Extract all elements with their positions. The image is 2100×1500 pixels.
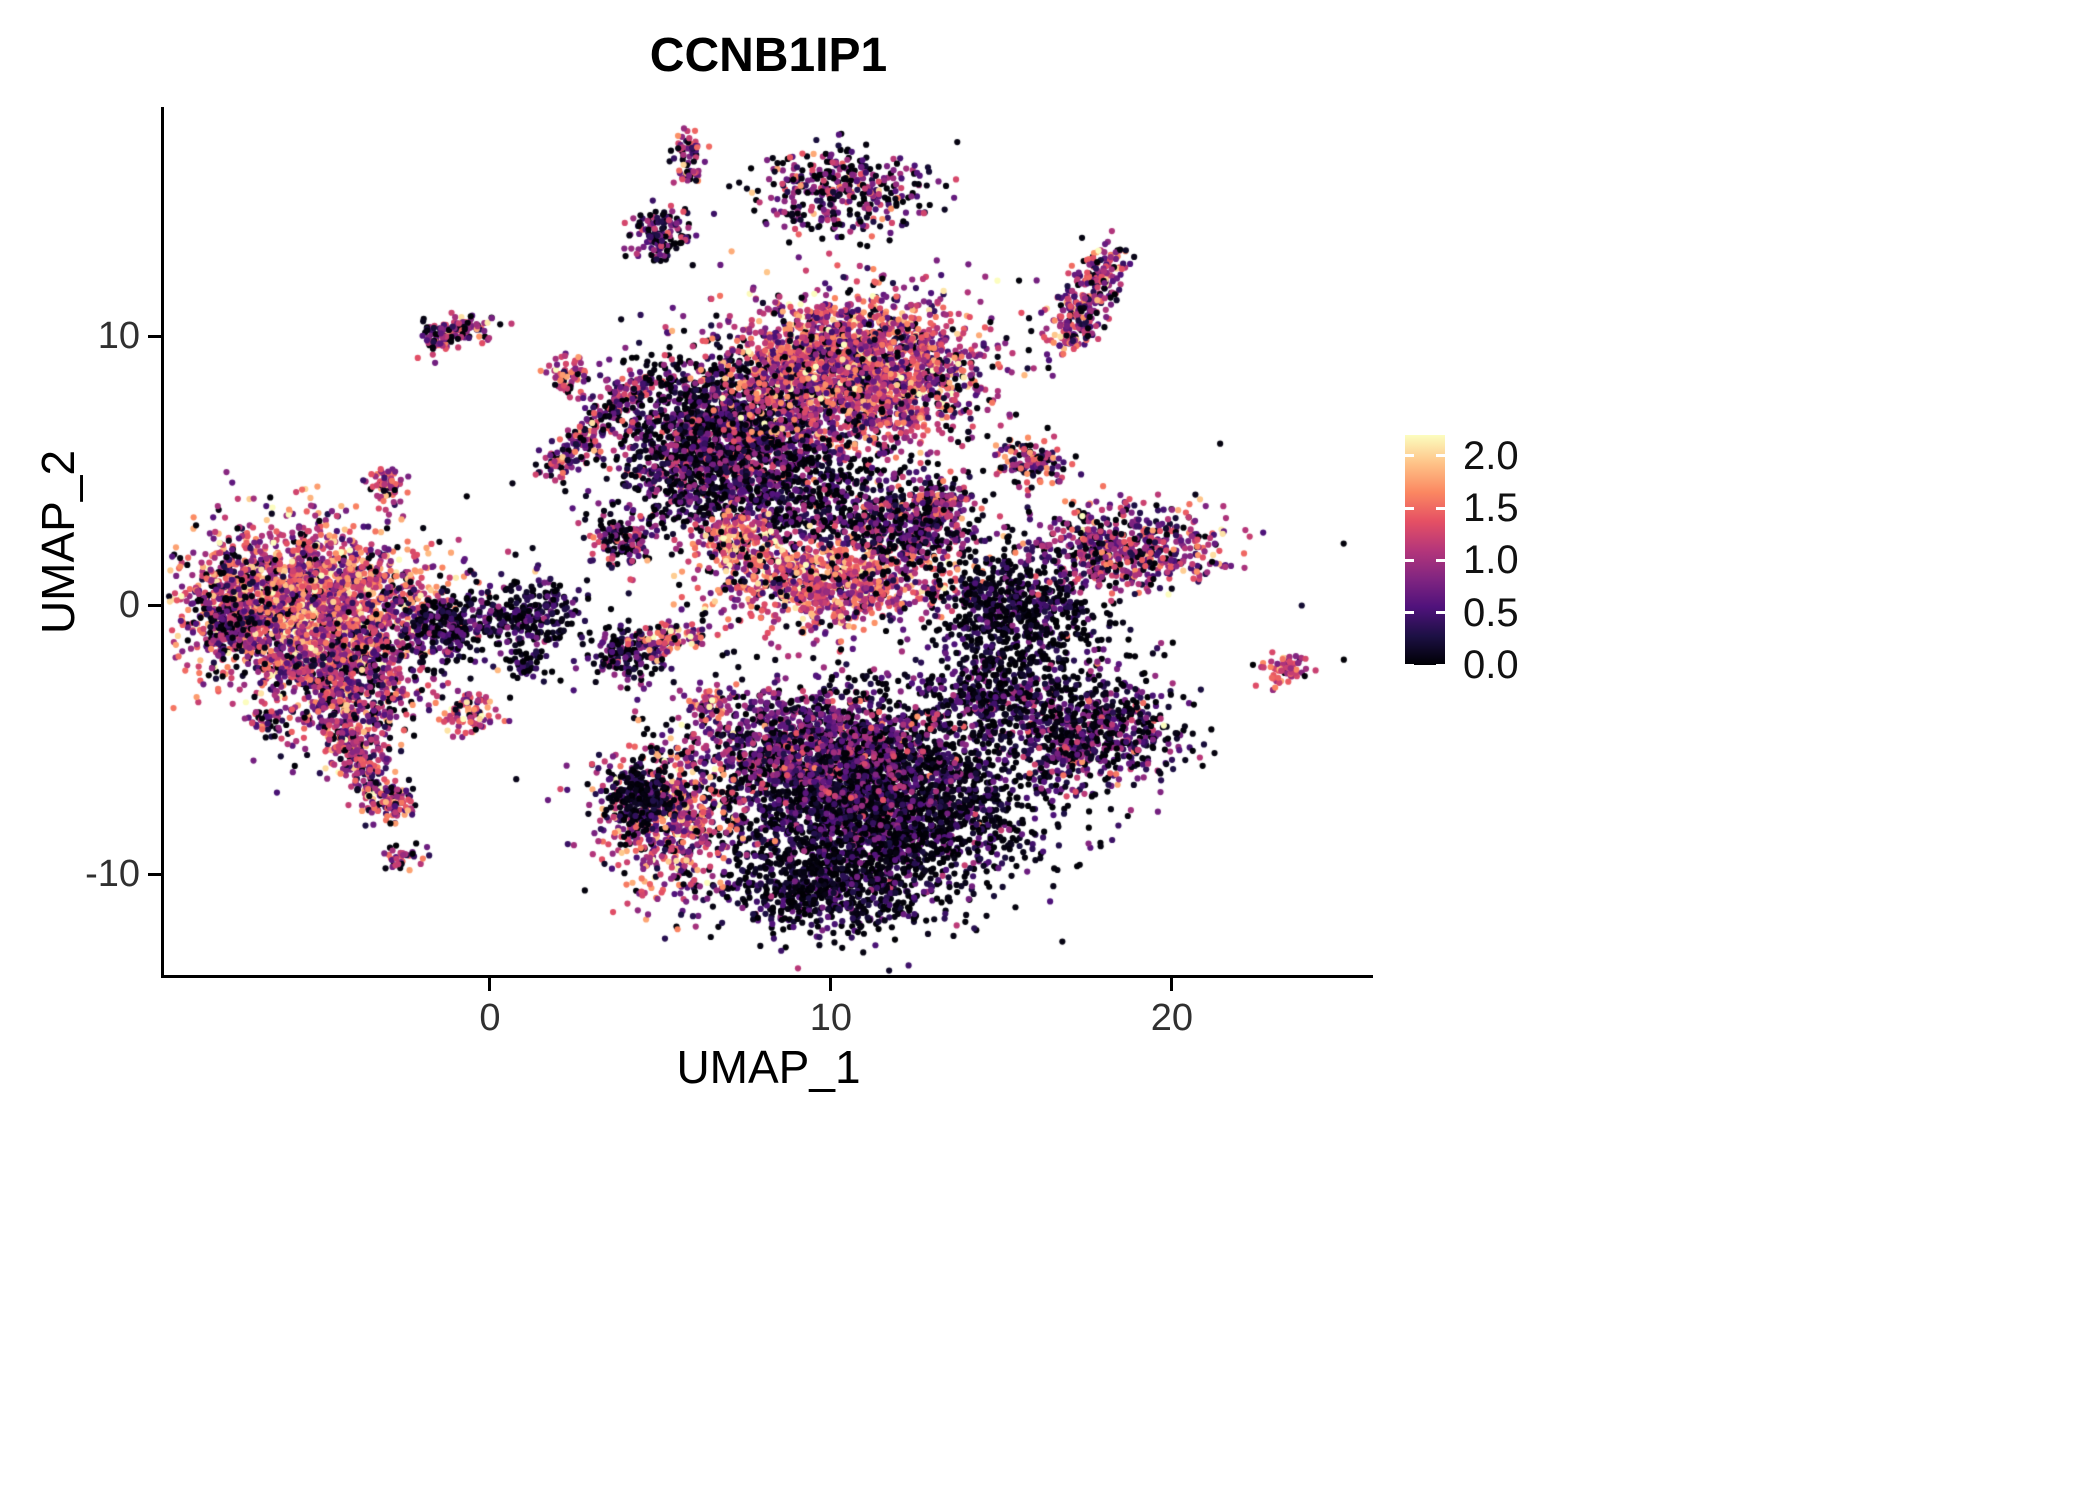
colorbar-tick-mark <box>1436 558 1445 562</box>
colorbar-tick-mark <box>1405 558 1414 562</box>
x-tick-label: 10 <box>809 997 853 1039</box>
x-axis-title: UMAP_1 <box>676 1041 861 1093</box>
colorbar-tick-label: 0.0 <box>1463 643 1519 687</box>
colorbar-tick-mark <box>1436 506 1445 510</box>
colorbar-tick-mark <box>1436 611 1445 615</box>
expression-colorbar-legend: 0.0 0.5 1.0 1.5 2.0 <box>1405 433 1705 685</box>
colorbar-gradient <box>1405 435 1445 665</box>
plot-title: CCNB1IP1 <box>649 29 888 82</box>
y-tick-mark <box>148 603 161 607</box>
y-axis-title: UMAP_2 <box>32 449 84 635</box>
y-tick-label: 10 <box>97 315 140 358</box>
colorbar-tick-mark <box>1405 663 1414 667</box>
y-tick-mark <box>148 334 161 338</box>
colorbar-tick-mark <box>1405 506 1414 510</box>
x-axis-line <box>161 975 1373 978</box>
x-tick-label: 20 <box>1150 997 1193 1039</box>
y-tick-label: 0 <box>118 584 140 627</box>
x-tick-mark <box>1170 978 1174 991</box>
colorbar-tick-mark <box>1405 611 1414 615</box>
colorbar-tick-label: 1.0 <box>1463 538 1519 583</box>
colorbar-tick-mark <box>1405 454 1414 458</box>
y-axis-line <box>161 107 164 978</box>
colorbar-tick-mark <box>1436 663 1445 667</box>
colorbar-tick-label: 0.5 <box>1463 590 1519 635</box>
y-tick-mark <box>148 872 161 876</box>
colorbar-tick-mark <box>1436 454 1445 458</box>
x-tick-mark <box>829 978 833 991</box>
x-tick-mark <box>488 978 492 991</box>
colorbar-tick-label: 1.5 <box>1463 486 1519 531</box>
colorbar-tick-label: 2.0 <box>1463 433 1519 478</box>
y-tick-label: -10 <box>85 853 140 896</box>
x-tick-label: 0 <box>479 997 501 1039</box>
